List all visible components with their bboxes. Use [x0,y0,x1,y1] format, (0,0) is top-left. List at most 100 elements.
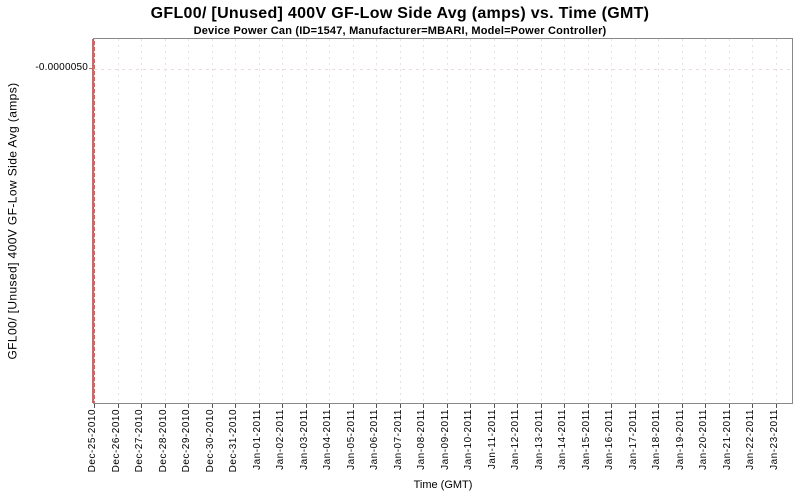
x-axis-tick-mark [752,404,753,408]
x-axis-tick-label: Jan-16-2011 [604,409,615,470]
vertical-gridline [117,39,119,403]
plot-area [92,38,793,404]
vertical-gridline [728,39,730,403]
x-axis-tick-mark [352,404,354,408]
vertical-gridline [305,39,307,403]
y-axis-tick-label: -0.0000050 [35,62,88,73]
x-axis-tick-label: Jan-04-2011 [322,409,333,470]
x-axis-tick-label: Jan-20-2011 [698,409,709,470]
x-axis-tick-mark [94,404,95,408]
x-axis-tick-label: Dec-27-2010 [134,409,145,473]
vertical-gridline [540,39,542,403]
x-axis-tick-label: Jan-19-2011 [674,409,686,470]
vertical-gridline [258,39,260,403]
x-axis-tick-mark [493,404,495,408]
x-axis-tick-label: Dec-30-2010 [204,409,216,473]
vertical-gridline [681,39,683,403]
vertical-gridline [141,39,142,403]
x-axis-tick-label: Jan-02-2011 [275,409,286,470]
x-axis-tick-label: Jan-11-2011 [486,409,498,470]
x-axis-tick-label: Jan-23-2011 [768,409,780,470]
vertical-gridline [164,39,166,403]
x-axis-tick-mark [211,404,213,408]
x-axis-tick-mark [540,404,542,408]
y-axis-title: GFL00/ [Unused] 400V GF-Low Side Avg (am… [6,82,21,360]
vertical-gridline [658,39,659,403]
x-axis-tick-label: Jan-10-2011 [463,409,474,470]
x-axis-tick-label: Jan-15-2011 [580,409,592,470]
x-axis-tick-mark [258,404,260,408]
x-axis-tick-mark [423,404,424,408]
x-axis-tick-label: Dec-26-2010 [110,409,122,473]
vertical-gridline [446,39,448,403]
x-axis-tick-mark [517,404,518,408]
vertical-gridline [211,39,213,403]
x-axis-tick-label: Dec-25-2010 [87,409,98,473]
vertical-gridline [376,39,377,403]
x-axis-tick-mark [117,404,119,408]
x-axis-tick-mark [775,404,777,408]
x-axis-tick-mark [728,404,730,408]
x-axis-tick-mark [634,404,636,408]
x-axis-tick-mark [564,404,565,408]
x-axis-tick-label: Jan-12-2011 [510,409,521,470]
x-axis-tick-mark [141,404,142,408]
vertical-gridline [423,39,424,403]
x-axis-tick-mark [399,404,401,408]
vertical-gridline [399,39,401,403]
vertical-gridline [188,39,189,403]
x-axis-tick-label: Jan-03-2011 [298,409,310,470]
x-axis-tick-mark [446,404,448,408]
x-axis-tick-label: Jan-06-2011 [369,409,380,470]
x-axis-tick-marks [94,404,794,409]
vertical-gridline [470,39,471,403]
x-axis-tick-mark [188,404,189,408]
x-axis-tick-mark [164,404,166,408]
x-axis-tick-label: Jan-07-2011 [392,409,404,470]
x-axis-tick-label: Jan-08-2011 [416,409,427,470]
data-series-line [92,39,95,403]
vertical-gridline [564,39,565,403]
x-axis-tick-label: Dec-28-2010 [157,409,169,473]
x-axis-tick-label: Dec-31-2010 [228,409,239,473]
chart-title: GFL00/ [Unused] 400V GF-Low Side Avg (am… [150,5,650,22]
x-axis-tick-mark [329,404,330,408]
x-axis-tick-mark [282,404,283,408]
x-axis-tick-mark [587,404,589,408]
x-axis-tick-mark [470,404,471,408]
x-axis-title: Time (GMT) [413,479,473,491]
vertical-gridline [587,39,589,403]
y-axis-title-wrap: GFL00/ [Unused] 400V GF-Low Side Avg (am… [0,38,26,404]
x-axis-tick-label: Jan-21-2011 [721,409,733,470]
x-axis-tick-label: Jan-14-2011 [557,409,568,470]
vertical-gridline [517,39,518,403]
vertical-gridline [752,39,753,403]
x-axis-tick-label: Jan-18-2011 [651,409,662,470]
vertical-gridline [634,39,636,403]
vertical-gridline [329,39,330,403]
x-axis-tick-label: Jan-17-2011 [627,409,639,470]
y-axis-tick-mark [89,68,93,69]
x-axis-tick-label: Dec-29-2010 [181,409,192,473]
x-axis-tick-mark [658,404,659,408]
x-axis-tick-mark [611,404,612,408]
x-axis-tick-labels: Dec-25-2010 Dec-26-2010 Dec-27-2010 Dec-28-… [87,409,800,485]
horizontal-gridline [94,69,792,70]
vertical-gridline [611,39,612,403]
vertical-gridline [235,39,236,403]
vertical-gridline [352,39,354,403]
x-axis-tick-label: Jan-01-2011 [251,409,263,470]
x-axis-tick-mark [705,404,706,408]
vertical-gridline [94,39,95,403]
x-axis-tick-label: Jan-13-2011 [533,409,545,470]
vertical-gridline [705,39,706,403]
x-axis-tick-mark [235,404,236,408]
vertical-gridline [282,39,283,403]
x-axis-tick-label: Jan-05-2011 [345,409,357,470]
vertical-gridline [775,39,777,403]
x-axis-tick-mark [376,404,377,408]
chart-subtitle: Device Power Can (ID=1547, Manufacturer=… [193,25,607,37]
x-axis-tick-mark [305,404,307,408]
x-axis-tick-mark [681,404,683,408]
